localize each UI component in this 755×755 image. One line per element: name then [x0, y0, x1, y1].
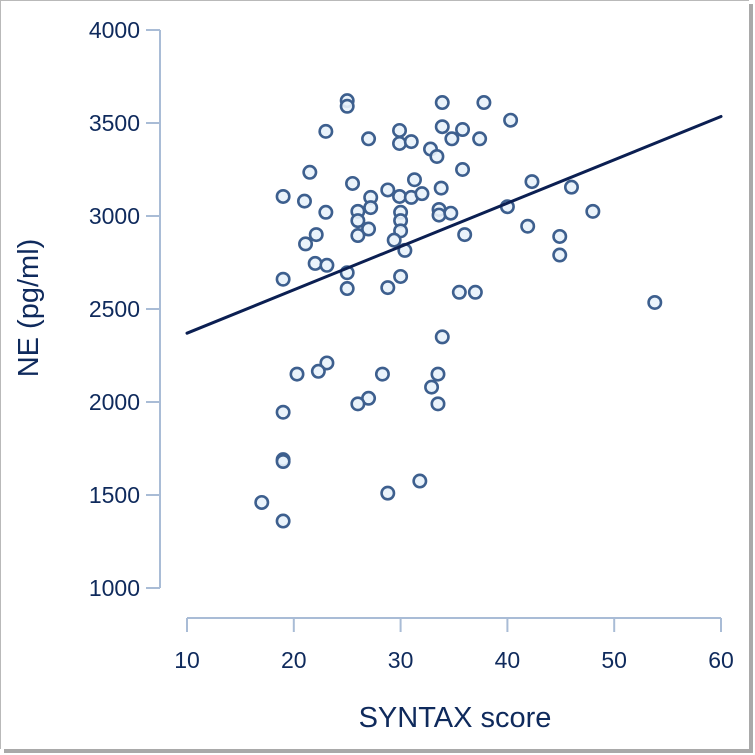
data-point: [339, 281, 355, 297]
y-tick-label: 3000: [89, 203, 140, 229]
data-point: [403, 134, 419, 150]
data-point: [444, 131, 460, 147]
data-point: [563, 179, 579, 195]
data-point: [350, 396, 366, 412]
x-tick-label: 60: [708, 647, 734, 673]
x-tick-label: 30: [388, 647, 414, 673]
data-point: [467, 284, 483, 300]
data-point: [434, 119, 450, 135]
data-point: [339, 98, 355, 114]
data-point: [393, 268, 409, 284]
data-point: [275, 513, 291, 529]
x-tick-label: 40: [495, 647, 521, 673]
data-point: [307, 255, 323, 271]
data-point: [363, 200, 379, 216]
x-tick-label: 50: [601, 647, 627, 673]
data-point: [374, 366, 390, 382]
data-point: [350, 213, 366, 229]
data-point: [275, 454, 291, 470]
data-point: [585, 203, 601, 219]
data-point: [434, 95, 450, 111]
x-tick-label: 10: [174, 647, 200, 673]
data-point: [319, 355, 335, 371]
data-point: [552, 228, 568, 244]
data-point: [380, 280, 396, 296]
data-point: [392, 135, 408, 151]
data-point: [429, 148, 445, 164]
data-point: [424, 379, 440, 395]
data-point: [476, 95, 492, 111]
y-tick-label: 1500: [89, 482, 140, 508]
data-point: [380, 182, 396, 198]
data-point: [431, 207, 447, 223]
data-point: [318, 123, 334, 139]
data-point: [310, 363, 326, 379]
data-point: [414, 186, 430, 202]
y-tick-label: 4000: [89, 17, 140, 43]
data-point: [296, 193, 312, 209]
regression-line: [185, 114, 723, 335]
data-point: [254, 494, 270, 510]
data-point: [318, 204, 334, 220]
x-axis-title: SYNTAX score: [359, 702, 552, 734]
data-point: [350, 228, 366, 244]
data-point: [302, 164, 318, 180]
y-tick-label: 1000: [89, 575, 140, 601]
data-point: [361, 221, 377, 237]
data-point: [319, 257, 335, 273]
data-point: [275, 188, 291, 204]
data-point: [289, 366, 305, 382]
data-point: [345, 175, 361, 191]
data-points: [254, 93, 663, 529]
data-point: [455, 122, 471, 138]
data-point: [430, 366, 446, 382]
data-point: [524, 174, 540, 190]
data-point: [392, 122, 408, 138]
data-point: [457, 227, 473, 243]
data-point: [406, 172, 422, 188]
data-point: [443, 205, 459, 221]
data-point: [520, 218, 536, 234]
data-point: [451, 284, 467, 300]
y-tick-label: 3500: [89, 110, 140, 136]
data-point: [430, 396, 446, 412]
data-point: [298, 236, 314, 252]
data-point: [380, 485, 396, 501]
data-point: [434, 329, 450, 345]
data-point: [472, 131, 488, 147]
x-tick-label: 20: [281, 647, 307, 673]
y-tick-label: 2500: [89, 296, 140, 322]
data-point: [433, 180, 449, 196]
data-point: [275, 271, 291, 287]
y-axis: 1000 1500 2000 2500 3000 3500 4000: [89, 17, 161, 601]
data-point: [361, 131, 377, 147]
data-point: [503, 112, 519, 128]
data-point: [412, 473, 428, 489]
data-point: [275, 404, 291, 420]
y-axis-title: NE (pg/ml): [13, 239, 45, 378]
data-point: [455, 162, 471, 178]
x-axis: 10 20 30 40 50 60: [174, 617, 734, 673]
y-tick-label: 2000: [89, 389, 140, 415]
data-point: [647, 294, 663, 310]
data-point: [552, 247, 568, 263]
data-point: [386, 232, 402, 248]
data-point: [308, 227, 324, 243]
